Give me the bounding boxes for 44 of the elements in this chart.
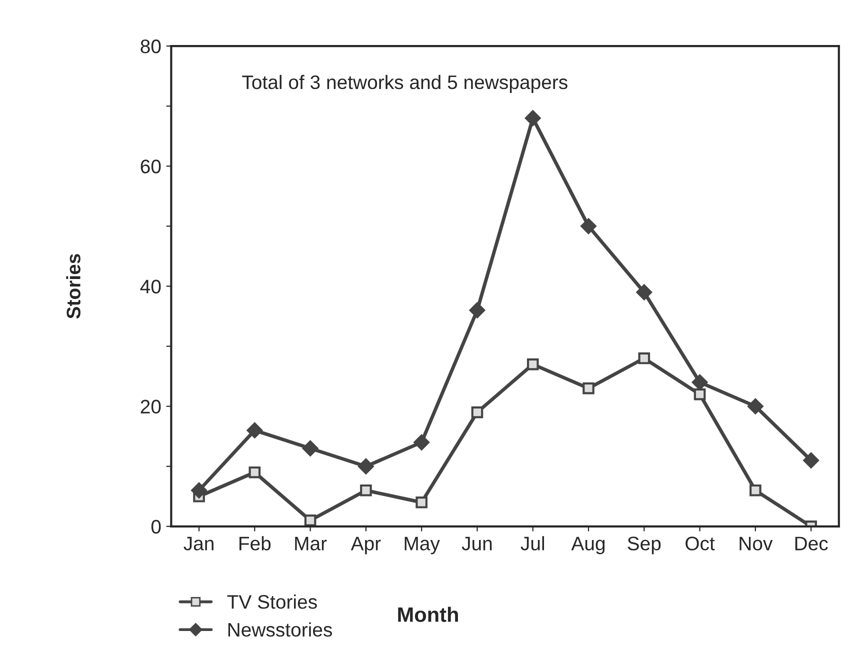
x-tick-label: Jun (462, 536, 492, 550)
point (748, 398, 764, 414)
x-tick-label: Aug (571, 536, 605, 554)
point (248, 466, 261, 478)
x-tick-label: May (404, 536, 440, 554)
y-tick-label: 60 (140, 160, 161, 174)
point (414, 434, 430, 450)
point (416, 496, 428, 508)
point (524, 110, 541, 126)
point (246, 422, 263, 438)
point (692, 374, 708, 390)
point (750, 484, 762, 496)
point (638, 352, 650, 364)
point (302, 440, 318, 456)
legend-label: Newsstories (228, 622, 332, 637)
point (803, 452, 819, 468)
x-tick-label: Nov (740, 536, 773, 550)
legend-label: TV Stories (227, 594, 317, 609)
x-tick-label: Jul (520, 536, 544, 550)
x-tick-label: Oct (686, 536, 715, 550)
x-tick-label: Feb (240, 536, 271, 550)
x-tick-label: Dec (795, 536, 828, 550)
point (358, 458, 374, 474)
y-tick-label: 20 (140, 400, 161, 414)
point (471, 406, 484, 418)
point (191, 482, 207, 498)
y-tick-label: 80 (140, 40, 161, 54)
point (636, 284, 652, 300)
annotation: Total of 3 networks and 5 newspapers (242, 74, 568, 94)
y-tick-label: 40 (140, 280, 161, 294)
x-tick-label: Mar (295, 536, 327, 550)
x-tick-label: Jan (184, 536, 214, 550)
point (580, 218, 596, 234)
x-tick-label: Apr (350, 536, 381, 554)
point (582, 382, 594, 394)
point (469, 302, 486, 318)
point (694, 388, 706, 400)
y-tick-label: 0 (151, 520, 161, 534)
x-tick-label: Sep (628, 536, 661, 554)
point (304, 514, 316, 526)
y-axis-title: Stories (66, 254, 80, 319)
point (526, 358, 539, 370)
x-axis-title: Month (398, 606, 458, 622)
point (360, 484, 372, 496)
